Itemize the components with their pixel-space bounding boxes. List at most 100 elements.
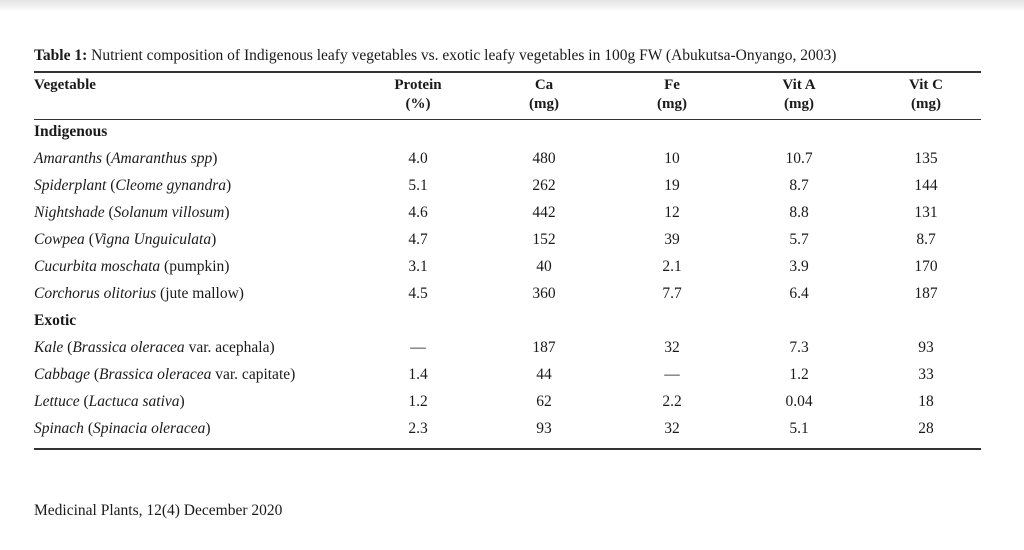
table-cell: 6.4 xyxy=(789,285,809,302)
column-header-name: Vit A xyxy=(782,77,816,93)
table-cell: 262 xyxy=(532,177,556,194)
table-cell: 40 xyxy=(536,258,552,275)
table-cell: 144 xyxy=(914,177,938,194)
table-cell: 39 xyxy=(664,231,680,248)
table-cell: 10 xyxy=(664,150,680,167)
vegetable-common-name: Kale xyxy=(34,339,64,356)
vegetable-common-name: Spinach xyxy=(34,420,84,437)
column-header-name: Protein xyxy=(394,77,442,93)
vegetable-name: Cucurbita moschata (pumpkin) xyxy=(34,258,230,275)
table-cell: 28 xyxy=(918,420,934,437)
column-header-unit: (mg) xyxy=(783,96,814,112)
table-cell: 187 xyxy=(914,285,938,302)
column-header-unit: (%) xyxy=(405,96,431,112)
vegetable-name: Amaranths (Amaranthus spp) xyxy=(34,150,218,167)
vegetable-name: Spinach (Spinacia oleracea) xyxy=(34,420,211,437)
column-header-name: Fe xyxy=(664,77,680,93)
table-cell: 131 xyxy=(914,204,938,221)
vegetable-common-name: Spiderplant xyxy=(34,177,107,194)
vegetable-name: Nightshade (Solanum villosum) xyxy=(34,204,230,221)
table-cell: 8.7 xyxy=(916,231,936,248)
column-header: Fe (mg) xyxy=(657,76,687,114)
table-cell: 480 xyxy=(532,150,556,167)
vegetable-name: Spiderplant (Cleome gynandra) xyxy=(34,177,232,194)
group-label: Exotic xyxy=(34,312,77,329)
vegetable-common-name: Nightshade xyxy=(34,204,105,221)
table-cell: 4.7 xyxy=(408,231,428,248)
scientific-name: Solanum villosum xyxy=(113,204,225,221)
column-header-name: Ca xyxy=(534,77,554,93)
table-cell: 33 xyxy=(918,366,934,383)
vegetable-name: Cabbage (Brassica oleracea var. capitate… xyxy=(34,366,296,383)
table-cell: 8.8 xyxy=(789,204,809,221)
vegetable-name: Kale (Brassica oleracea var. acephala) xyxy=(34,339,275,356)
vegetable-name: Corchorus olitorius (jute mallow) xyxy=(34,285,244,302)
column-header-unit: (mg) xyxy=(529,96,559,112)
table-cell: 187 xyxy=(532,339,556,356)
page-footer: Medicinal Plants, 12(4) December 2020 xyxy=(34,502,283,519)
table-cell: 360 xyxy=(532,285,556,302)
table-cell: 93 xyxy=(536,420,552,437)
table-cell: 62 xyxy=(536,393,552,410)
column-header: Protein (%) xyxy=(394,76,441,114)
vegetable-common-name: Cowpea xyxy=(34,231,85,248)
scientific-name: Amaranthus spp xyxy=(111,150,213,167)
vegetable-common-name: Amaranths xyxy=(34,150,103,167)
vegetable-common-name: Lettuce xyxy=(34,393,80,410)
scientific-name: Vigna Unguiculata xyxy=(93,231,212,248)
scientific-name: Spinacia oleracea xyxy=(92,420,206,437)
scientific-name: Lactuca sativa xyxy=(88,393,180,410)
table-cell: 5.7 xyxy=(789,231,809,248)
table-cell: 3.9 xyxy=(789,258,809,275)
table-bottom-rule xyxy=(34,448,981,450)
table-cell: 4.6 xyxy=(408,204,428,221)
table-cell: 5.1 xyxy=(408,177,428,194)
table-cell: 93 xyxy=(918,339,934,356)
table-cell: 442 xyxy=(532,204,556,221)
table-cell: 1.2 xyxy=(789,366,809,383)
table-cell: 10.7 xyxy=(785,150,813,167)
table-cell: 7.7 xyxy=(662,285,682,302)
table-cell: 1.2 xyxy=(408,393,428,410)
column-header-name: Vegetable xyxy=(34,77,96,93)
vegetable-common-name: Cucurbita moschata xyxy=(34,258,161,275)
vegetable-common-name: Cabbage xyxy=(34,366,90,383)
table-cell: 12 xyxy=(664,204,680,221)
table-cell: 7.3 xyxy=(789,339,809,356)
table-cell: 8.7 xyxy=(789,177,809,194)
table-cell: 0.04 xyxy=(785,393,813,410)
table-caption-text: Nutrient composition of Indigenous leafy… xyxy=(91,47,837,64)
column-header: Vit A (mg) xyxy=(782,76,815,114)
column-header-unit: (mg) xyxy=(911,96,941,112)
scientific-name: Brassica oleracea xyxy=(72,339,185,356)
group-label: Indigenous xyxy=(34,123,108,140)
header-rule xyxy=(34,119,981,120)
vegetable-name: Cowpea (Vigna Unguiculata) xyxy=(34,231,217,248)
window-top-edge xyxy=(0,0,1024,12)
table-cell: 5.1 xyxy=(789,420,809,437)
table-cell: 2.1 xyxy=(662,258,682,275)
table-cell: 19 xyxy=(664,177,680,194)
vegetable-common-name: Corchorus olitorius xyxy=(34,285,157,302)
table-cell: 44 xyxy=(536,366,552,383)
table-top-rule xyxy=(34,71,981,73)
table-cell: 2.2 xyxy=(662,393,682,410)
table-cell: 170 xyxy=(914,258,938,275)
table-cell: 135 xyxy=(914,150,938,167)
table-cell: — xyxy=(664,366,680,383)
table-cell: 32 xyxy=(664,339,680,356)
table-cell: 2.3 xyxy=(408,420,428,437)
table-cell: 1.4 xyxy=(408,366,428,383)
scientific-name: Cleome gynandra xyxy=(115,177,227,194)
table-caption-label: Table 1: xyxy=(34,47,88,64)
vegetable-name: Lettuce (Lactuca sativa) xyxy=(34,393,185,410)
table-cell: 152 xyxy=(532,231,556,248)
column-header: Ca (mg) xyxy=(529,76,559,114)
column-header: Vegetable xyxy=(34,76,96,95)
scientific-name: Brassica oleracea xyxy=(99,366,212,383)
column-header: Vit C (mg) xyxy=(909,76,943,114)
column-header-unit: (mg) xyxy=(657,96,687,112)
table-caption: Table 1: Nutrient composition of Indigen… xyxy=(34,47,836,65)
table-cell: 3.1 xyxy=(408,258,428,275)
table-cell: 32 xyxy=(664,420,680,437)
